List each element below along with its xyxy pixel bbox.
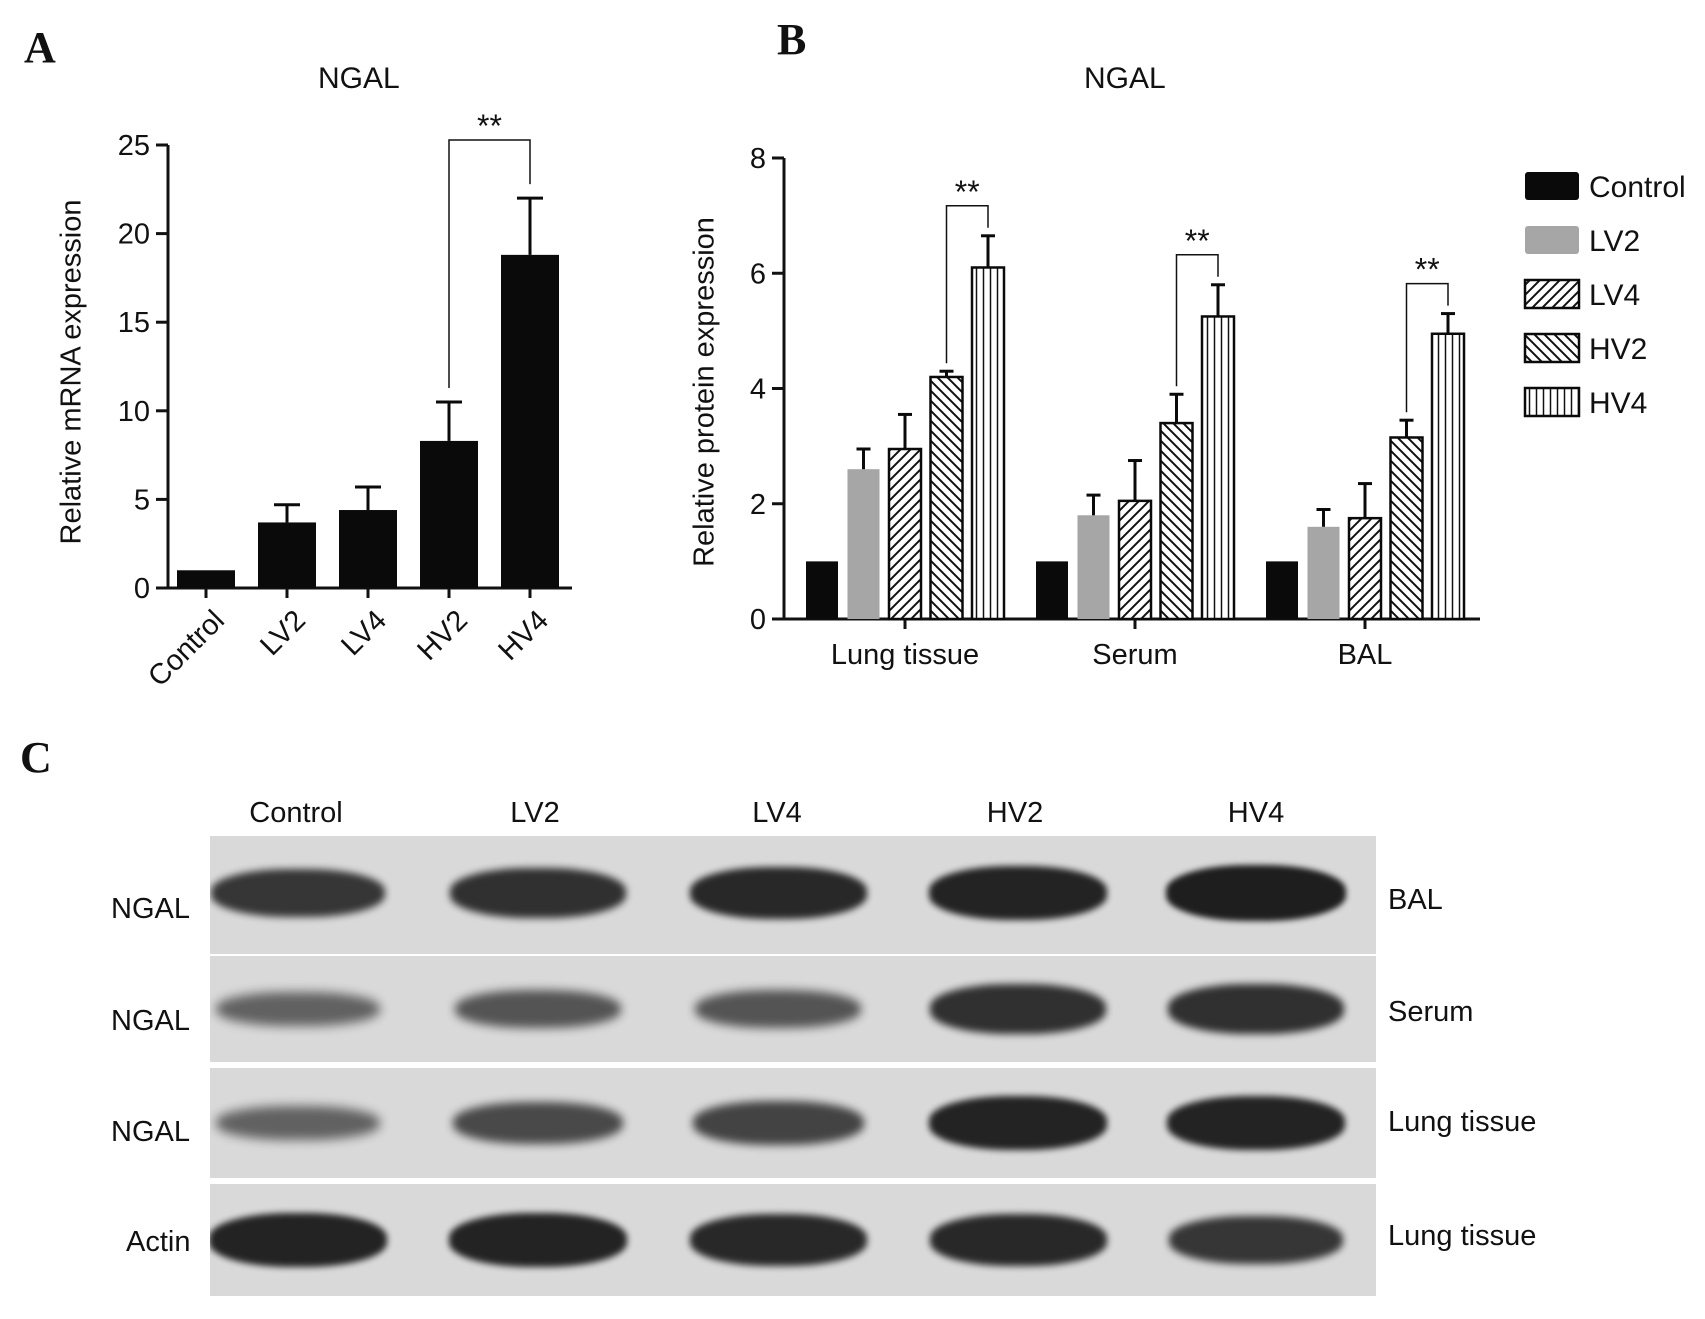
lane-label-hv4: HV4	[1227, 797, 1285, 829]
band-ngal-lung-tissue-lv2	[453, 1102, 623, 1144]
bar-serum-hv2	[1159, 421, 1194, 621]
bar-serum-lv2	[1077, 515, 1110, 619]
chart-a-ytick-label: 20	[118, 219, 150, 251]
band-ngal-serum-lv2	[454, 990, 622, 1028]
chart-a-ytick-label: 15	[118, 307, 150, 339]
band-ngal-serum-hv2	[930, 984, 1106, 1034]
blot-sample-label-1: BAL	[1388, 884, 1443, 916]
significance-label-bal: **	[1415, 252, 1440, 288]
blot-row-label-3: NGAL	[111, 1116, 190, 1148]
blot-strip-1	[210, 836, 1376, 954]
bar-serum-hv4	[1200, 315, 1236, 621]
bar-lung-tissue-control	[806, 561, 838, 619]
significance-bracket-serum	[1175, 254, 1219, 387]
bar-bal-lv2	[1307, 526, 1340, 619]
band-actin-lung-tissue-control	[210, 1213, 388, 1267]
panel-a-letter: A	[24, 23, 56, 72]
legend-label-lv4: LV4	[1589, 279, 1640, 312]
significance-label: **	[477, 108, 502, 144]
bar-lung-tissue-hv4	[970, 266, 1006, 621]
legend-swatch-hv4	[1523, 386, 1581, 418]
panel-b-letter: B	[777, 15, 807, 64]
blot-row-label-1: NGAL	[111, 893, 190, 925]
legend-swatch-lv4	[1523, 278, 1581, 310]
significance-label-serum: **	[1185, 223, 1210, 259]
chart-a-ytick-label: 10	[118, 396, 150, 428]
legend-swatch-hv2	[1523, 332, 1581, 364]
blot-row-label-4: Actin	[126, 1226, 191, 1258]
band-actin-lung-tissue-hv2	[929, 1214, 1107, 1266]
band-ngal-serum-hv4	[1168, 984, 1344, 1034]
chart-b-ytick-label: 8	[750, 143, 766, 175]
bar-lv2	[258, 522, 316, 588]
legend-label-lv2: LV2	[1589, 225, 1640, 258]
chart-b-ytick-label: 4	[750, 374, 766, 406]
blot-sample-label-3: Lung tissue	[1388, 1106, 1537, 1138]
blot-strip-2	[210, 956, 1376, 1062]
band-ngal-lung-tissue-lv4	[692, 1101, 864, 1145]
x-label-bal: BAL	[1338, 639, 1393, 671]
bar-serum-control	[1036, 561, 1068, 619]
x-label-serum: Serum	[1092, 639, 1177, 671]
blot-sample-label-2: Serum	[1388, 996, 1474, 1028]
chart-a-ytick-label: 25	[118, 130, 150, 162]
bar-lung-tissue-lv4	[887, 447, 923, 621]
legend-label-hv4: HV4	[1589, 387, 1647, 420]
lane-label-lv4: LV4	[752, 797, 802, 829]
legend-swatch-lv2	[1525, 226, 1579, 254]
lane-label-lv2: LV2	[510, 797, 560, 829]
band-ngal-lung-tissue-control	[216, 1106, 380, 1140]
significance-label-lung-tissue: **	[955, 174, 980, 210]
band-actin-lung-tissue-lv2	[448, 1213, 628, 1267]
chart-a-ytick-label: 5	[134, 484, 150, 516]
chart-b-title: NGAL	[1084, 62, 1166, 95]
western-blot	[210, 836, 1376, 1306]
legend-label-control: Control	[1589, 171, 1686, 204]
panel-c-letter: C	[20, 733, 52, 782]
band-ngal-bal-lv2	[450, 868, 626, 918]
chart-b-ytick-label: 2	[750, 489, 766, 521]
lane-label-control: Control	[249, 797, 343, 829]
significance-bracket-bal	[1405, 282, 1449, 413]
band-ngal-lung-tissue-hv2	[928, 1096, 1108, 1150]
lane-label-hv2: HV2	[986, 797, 1044, 829]
band-ngal-bal-hv2	[928, 866, 1108, 920]
band-ngal-lung-tissue-hv4	[1166, 1096, 1346, 1150]
bar-lung-tissue-hv2	[929, 375, 964, 621]
bar-bal-lv4	[1347, 516, 1383, 621]
legend-label-hv2: HV2	[1589, 333, 1647, 366]
bar-hv4	[501, 254, 559, 588]
blot-sample-label-4: Lung tissue	[1388, 1220, 1537, 1252]
bar-bal-hv4	[1430, 332, 1466, 621]
x-label-lung-tissue: Lung tissue	[831, 639, 979, 671]
bar-bal-hv2	[1389, 436, 1424, 621]
band-ngal-serum-lv4	[694, 990, 862, 1028]
bar-serum-lv4	[1117, 499, 1153, 621]
significance-bracket-lung-tissue	[945, 205, 989, 364]
bar-control	[177, 570, 235, 588]
blot-strip-3	[210, 1068, 1376, 1178]
chart-a-ytick-label: 0	[134, 573, 150, 605]
chart-b-ytick-label: 6	[750, 258, 766, 290]
blot-strip-4	[210, 1184, 1376, 1296]
bar-hv2	[420, 440, 478, 588]
blot-row-label-2: NGAL	[111, 1005, 190, 1037]
chart-a-title: NGAL	[318, 62, 400, 95]
band-ngal-bal-lv4	[689, 867, 867, 919]
legend-swatch-control	[1525, 172, 1579, 200]
bar-bal-control	[1266, 561, 1298, 619]
band-ngal-serum-control	[216, 992, 380, 1026]
band-actin-lung-tissue-lv4	[689, 1214, 867, 1266]
band-ngal-bal-control	[211, 869, 385, 917]
band-actin-lung-tissue-hv4	[1169, 1216, 1343, 1264]
bar-lv4	[339, 510, 397, 588]
band-ngal-bal-hv4	[1166, 865, 1346, 921]
chart-b-ytick-label: 0	[750, 604, 766, 636]
bar-lung-tissue-lv2	[847, 469, 880, 619]
significance-bracket	[448, 139, 531, 388]
